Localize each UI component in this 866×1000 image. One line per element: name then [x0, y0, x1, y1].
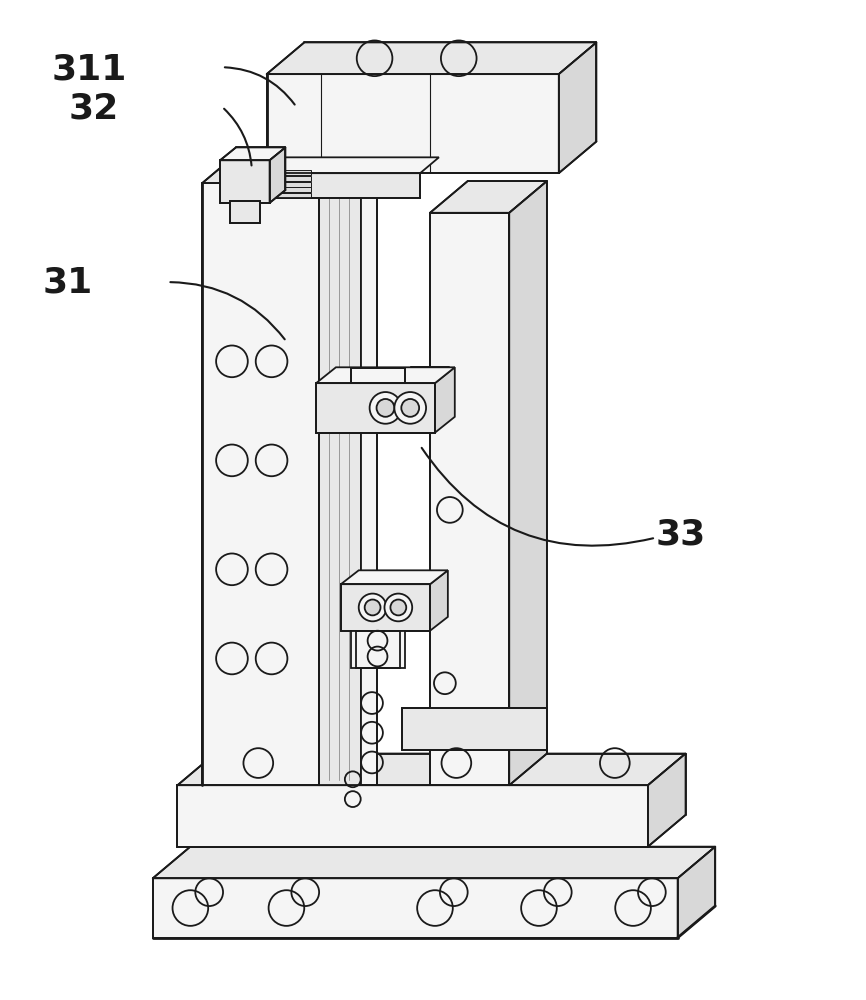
- Polygon shape: [319, 183, 361, 785]
- Circle shape: [365, 600, 380, 615]
- Polygon shape: [267, 74, 559, 173]
- Text: 311: 311: [51, 52, 126, 86]
- Circle shape: [370, 392, 401, 424]
- Bar: [351, 368, 405, 383]
- Polygon shape: [267, 173, 420, 198]
- Polygon shape: [203, 151, 357, 183]
- Polygon shape: [267, 42, 597, 74]
- Polygon shape: [403, 708, 547, 750]
- Circle shape: [391, 600, 406, 615]
- Polygon shape: [677, 847, 715, 938]
- Polygon shape: [222, 176, 311, 181]
- Polygon shape: [152, 847, 715, 878]
- Polygon shape: [430, 213, 509, 785]
- Polygon shape: [316, 367, 455, 383]
- Polygon shape: [222, 187, 311, 192]
- Bar: [351, 631, 405, 668]
- Polygon shape: [316, 383, 435, 433]
- Polygon shape: [203, 183, 319, 785]
- Polygon shape: [430, 181, 547, 213]
- Circle shape: [385, 594, 412, 621]
- Polygon shape: [222, 170, 311, 175]
- Circle shape: [401, 399, 419, 417]
- Polygon shape: [220, 160, 269, 203]
- Polygon shape: [435, 367, 455, 433]
- Polygon shape: [361, 183, 377, 785]
- Polygon shape: [392, 383, 430, 433]
- Circle shape: [394, 392, 426, 424]
- Circle shape: [359, 594, 386, 621]
- Polygon shape: [178, 754, 686, 785]
- Polygon shape: [341, 570, 448, 584]
- Text: 31: 31: [42, 265, 93, 299]
- Polygon shape: [220, 147, 286, 160]
- Polygon shape: [648, 754, 686, 847]
- Polygon shape: [319, 151, 357, 785]
- Polygon shape: [152, 878, 677, 938]
- Polygon shape: [267, 157, 439, 173]
- Polygon shape: [559, 42, 597, 173]
- Polygon shape: [269, 147, 286, 203]
- Polygon shape: [341, 584, 430, 631]
- Polygon shape: [222, 182, 311, 187]
- Bar: [230, 201, 260, 223]
- Polygon shape: [392, 367, 449, 383]
- Text: 32: 32: [68, 92, 119, 126]
- Circle shape: [377, 399, 394, 417]
- Polygon shape: [509, 181, 547, 785]
- Polygon shape: [222, 193, 311, 198]
- Text: 33: 33: [656, 518, 707, 552]
- Polygon shape: [430, 570, 448, 631]
- Polygon shape: [178, 785, 648, 847]
